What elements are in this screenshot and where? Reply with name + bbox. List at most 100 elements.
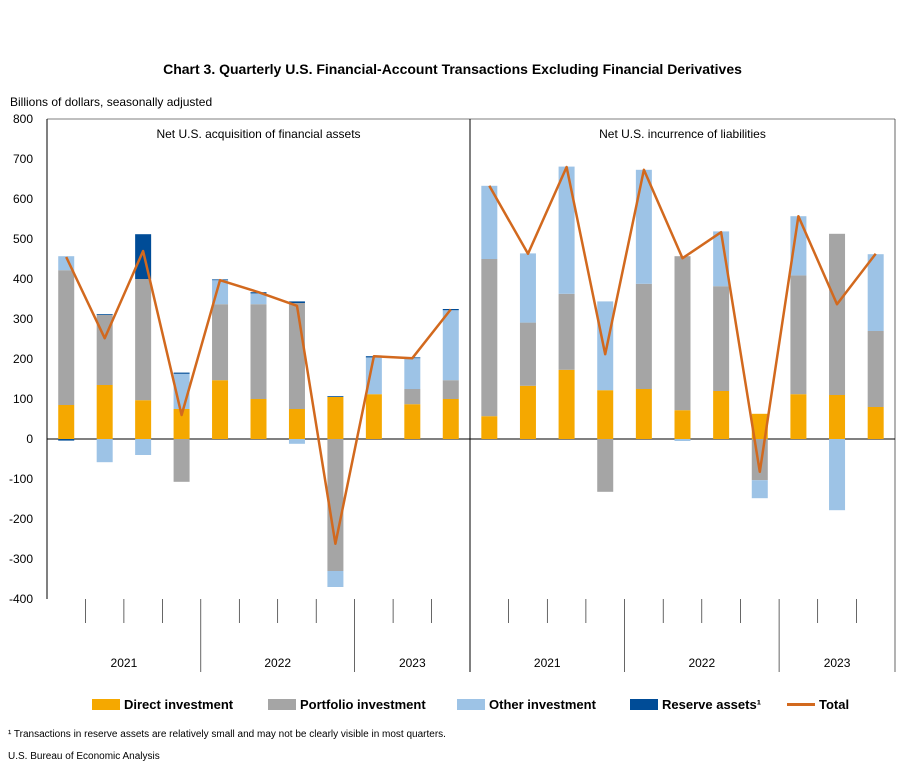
y-tick-label: 100 — [13, 392, 33, 406]
bar-other — [713, 231, 730, 287]
y-tick-label: -400 — [9, 592, 33, 606]
bar-other — [481, 185, 498, 259]
year-label: 2023 — [824, 656, 851, 670]
bar-portfolio — [404, 389, 421, 405]
chart-plot-area: -400 -300 -200 -100 0 100 200 300 400 500 600 700 80… — [9, 112, 896, 672]
bar-portfolio — [558, 293, 575, 370]
bar-portfolio — [442, 380, 459, 399]
bar-direct — [135, 400, 152, 439]
year-label: 2022 — [264, 656, 291, 670]
bar-direct — [597, 390, 614, 439]
bar-direct — [713, 391, 730, 439]
bar-portfolio — [173, 439, 190, 482]
bar-direct — [829, 395, 846, 439]
legend-item-direct: Direct investment — [92, 697, 233, 712]
bar-portfolio — [135, 279, 152, 401]
bar-direct — [173, 409, 190, 439]
bar-portfolio — [829, 233, 846, 395]
bar-reserve — [173, 372, 190, 374]
bar-other — [250, 293, 267, 305]
bar-other — [867, 254, 884, 331]
bar-direct — [481, 416, 498, 439]
bar-other — [327, 571, 344, 587]
bar-other — [635, 169, 652, 284]
bar-direct — [674, 410, 691, 439]
bar-portfolio — [635, 283, 652, 389]
bar-reserve — [288, 301, 305, 303]
bar-direct — [365, 394, 382, 439]
bar-direct — [790, 394, 807, 439]
bar-other — [751, 480, 768, 499]
legend-swatch-direct — [92, 699, 120, 710]
bar-other — [365, 357, 382, 395]
total-line — [488, 165, 877, 474]
y-axis-unit-label: Billions of dollars, seasonally adjusted — [10, 95, 213, 109]
bar-other — [829, 439, 846, 511]
legend-label-portfolio: Portfolio investment — [300, 697, 426, 712]
legend-label-other: Other investment — [489, 697, 596, 712]
bar-direct — [751, 413, 768, 439]
legend-swatch-total — [787, 703, 815, 706]
y-tick-label: 800 — [13, 112, 33, 126]
bar-direct — [558, 369, 575, 439]
bar-other — [442, 310, 459, 381]
y-tick-label: 700 — [13, 152, 33, 166]
bar-portfolio — [519, 322, 536, 386]
bar-other — [404, 358, 421, 389]
bar-portfolio — [790, 275, 807, 395]
bar-direct — [58, 405, 75, 439]
bar-portfolio — [597, 439, 614, 492]
bar-portfolio — [674, 256, 691, 411]
bar-other — [597, 301, 614, 391]
year-label: 2021 — [534, 656, 561, 670]
legend-label-direct: Direct investment — [124, 697, 234, 712]
bar-direct — [404, 404, 421, 439]
bar-other — [288, 439, 305, 444]
bar-reserve — [96, 314, 113, 315]
bar-portfolio — [713, 286, 730, 391]
chart-legend: Direct investment Portfolio investment O… — [0, 697, 905, 715]
bar-direct — [212, 380, 229, 439]
legend-swatch-other — [457, 699, 485, 710]
bar-direct — [867, 407, 884, 439]
bar-other — [558, 166, 575, 294]
y-tick-label: 400 — [13, 272, 33, 286]
legend-swatch-reserve — [630, 699, 658, 710]
legend-label-total: Total — [819, 697, 850, 712]
bar-direct — [250, 399, 267, 439]
bar-other — [96, 439, 113, 463]
bar-other — [790, 216, 807, 276]
y-tick-label: 0 — [26, 432, 33, 446]
bar-direct — [519, 385, 536, 439]
year-label: 2022 — [688, 656, 715, 670]
legend-item-portfolio: Portfolio investment — [268, 697, 426, 712]
total-line — [65, 249, 452, 546]
legend-label-reserve: Reserve assets¹ — [662, 697, 762, 712]
bar-portfolio — [327, 439, 344, 571]
bar-direct — [327, 397, 344, 439]
bar-portfolio — [212, 304, 229, 381]
year-label: 2021 — [111, 656, 138, 670]
footnote: ¹ Transactions in reserve assets are rel… — [8, 729, 446, 740]
bar-reserve — [327, 396, 344, 397]
legend-item-other: Other investment — [457, 697, 596, 712]
y-tick-label: -200 — [9, 512, 33, 526]
bar-portfolio — [288, 303, 305, 409]
bar-direct — [442, 399, 459, 439]
bar-direct — [288, 409, 305, 439]
bar-other — [519, 253, 536, 323]
y-tick-label: 500 — [13, 232, 33, 246]
bar-direct — [635, 389, 652, 439]
bar-other — [674, 439, 691, 441]
y-tick-label: -300 — [9, 552, 33, 566]
source-note: U.S. Bureau of Economic Analysis — [8, 751, 160, 762]
y-tick-label: -100 — [9, 472, 33, 486]
bar-other — [135, 439, 152, 455]
y-tick-label: 600 — [13, 192, 33, 206]
bar-portfolio — [481, 259, 498, 417]
bar-portfolio — [867, 331, 884, 407]
bar-reserve — [58, 439, 75, 441]
y-tick-label: 200 — [13, 352, 33, 366]
chart-title: Chart 3. Quarterly U.S. Financial-Accoun… — [163, 61, 742, 77]
bar-portfolio — [751, 439, 768, 481]
